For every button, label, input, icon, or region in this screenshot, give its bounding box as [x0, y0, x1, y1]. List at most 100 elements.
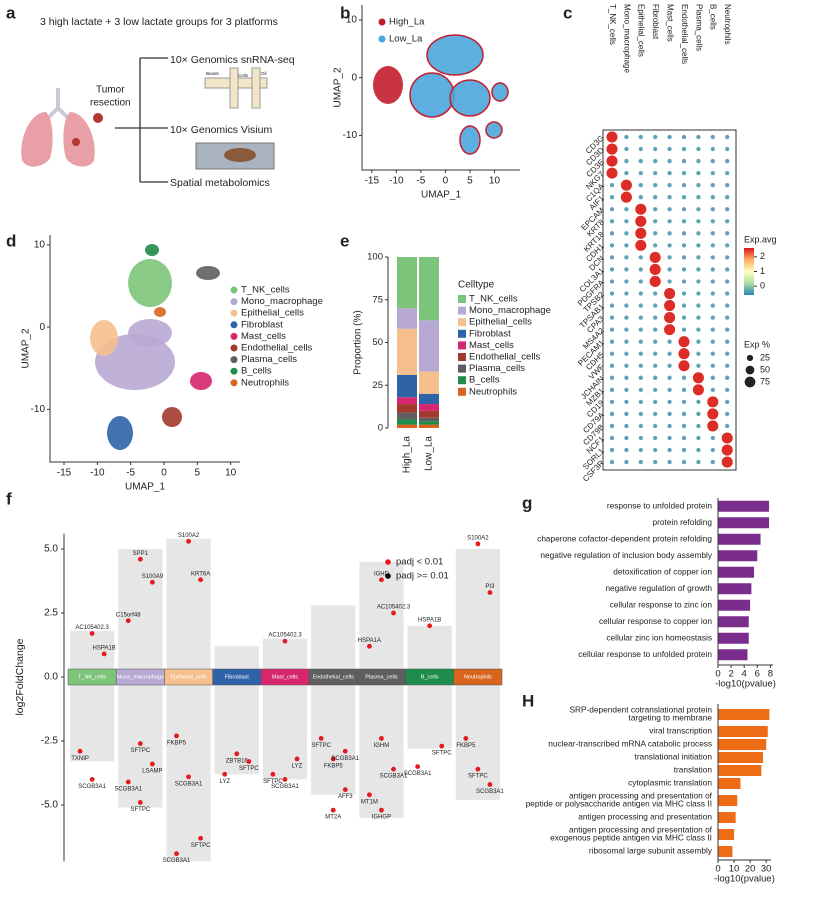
- legend-label: B_cells: [241, 366, 272, 377]
- expression-dot: [696, 351, 701, 356]
- expression-dot: [638, 158, 643, 164]
- y-tick-label: 0: [351, 72, 357, 83]
- expression-dot: [710, 207, 715, 212]
- expression-dot: [653, 411, 658, 417]
- legend-label: B_cells: [469, 375, 500, 386]
- expression-dot: [667, 459, 672, 465]
- expression-dot: [667, 134, 672, 140]
- expression-dot: [667, 351, 672, 356]
- expression-dot: [696, 411, 701, 417]
- expression-dot: [609, 183, 615, 188]
- gene-label: FKBP5: [167, 740, 187, 746]
- expression-dot: [624, 375, 629, 380]
- step-label: Tumor: [96, 85, 125, 96]
- expression-dot: [664, 312, 676, 324]
- expression-dot: [638, 423, 643, 429]
- bar: [718, 599, 751, 611]
- bar-segment: [397, 404, 417, 413]
- x-tick-label: 2: [728, 669, 733, 680]
- gene-label: AC105402.3: [377, 605, 411, 611]
- expression-dot: [624, 255, 629, 260]
- expression-dot: [624, 207, 629, 212]
- cell-cloud: [491, 82, 509, 102]
- expression-dot: [624, 219, 629, 224]
- category-label: B_cells: [421, 674, 439, 680]
- gene-point: [246, 759, 252, 764]
- expression-dot: [681, 399, 687, 405]
- legend-swatch: [230, 309, 238, 317]
- legend-swatch: [458, 295, 466, 303]
- platform: Spatial metabolomics: [170, 177, 270, 189]
- term-label: cellular response to zinc ion: [610, 599, 713, 609]
- bar: [718, 533, 761, 545]
- range-down: [166, 685, 211, 862]
- expression-dot: [725, 351, 730, 356]
- expression-dot: [710, 447, 715, 453]
- panel-label: c: [563, 3, 572, 22]
- expression-dot: [681, 423, 687, 429]
- expression-dot: [638, 303, 643, 308]
- gene-label: SCGB3A1: [331, 756, 359, 762]
- range-down: [70, 685, 115, 762]
- expression-dot: [653, 183, 658, 188]
- expression-dot: [681, 327, 687, 332]
- expression-dot: [681, 459, 687, 465]
- legend-swatch: [458, 376, 466, 385]
- x-tick-label: 4: [742, 669, 747, 680]
- bar: [718, 517, 770, 529]
- expression-dot: [725, 279, 730, 284]
- expression-dot: [624, 303, 629, 308]
- bar-segment: [397, 308, 417, 329]
- expression-dot: [638, 279, 643, 284]
- expression-dot: [710, 435, 715, 441]
- category-label: Endothelial_cells: [313, 674, 355, 680]
- expression-dot: [653, 146, 658, 152]
- gene-point: [125, 618, 131, 624]
- expression-dot: [624, 291, 629, 296]
- expression-dot: [710, 291, 715, 296]
- gene-point: [186, 538, 191, 544]
- gene-label: AFF3: [338, 794, 353, 800]
- workflow-title: 3 high lactate + 3 low lactate groups fo…: [40, 16, 278, 28]
- gene-label: AC105402.3: [75, 625, 109, 631]
- x-tick-label: 0: [161, 468, 167, 479]
- group-label: Mast_cells: [665, 4, 674, 42]
- expression-dot: [681, 255, 687, 260]
- expression-dot: [681, 219, 687, 224]
- expression-dot: [696, 243, 701, 248]
- x-tick-label: 8: [768, 669, 773, 680]
- bar-segment: [419, 393, 439, 405]
- expression-dot: [681, 387, 687, 392]
- cell-cloud: [128, 259, 172, 307]
- expression-dot: [606, 131, 618, 143]
- term-label: antigen processing and presentation of: [569, 791, 713, 801]
- expression-dot: [606, 167, 618, 179]
- expression-dot: [653, 399, 658, 405]
- legend-label: Neutrophils: [469, 386, 517, 397]
- gene-point: [198, 835, 204, 841]
- x-axis-label: UMAP_1: [421, 190, 461, 201]
- expression-dot: [638, 291, 643, 296]
- gene-label: SCGB3A1: [476, 789, 504, 795]
- expression-dot: [696, 183, 701, 188]
- expression-dot: [606, 155, 618, 167]
- group-label: Plasma_cells: [694, 4, 703, 51]
- expression-dot: [725, 387, 730, 392]
- bar-segment: [419, 421, 439, 425]
- gene-point: [174, 733, 179, 739]
- expression-dot: [635, 239, 647, 251]
- legend-swatch: [385, 559, 391, 565]
- gene-label: SFTPC: [130, 748, 150, 754]
- range-down: [118, 685, 163, 808]
- range-down: [359, 685, 404, 818]
- expression-dot: [725, 411, 730, 417]
- x-tick-label: 10: [489, 176, 501, 187]
- gene-label: SFTPC: [468, 774, 488, 780]
- y-tick-label: 2.5: [44, 608, 58, 619]
- expression-dot: [667, 411, 672, 417]
- expression-dot: [624, 351, 629, 356]
- expression-dot: [653, 303, 658, 308]
- expression-dot: [638, 447, 643, 453]
- legend-label: Plasma_cells: [241, 354, 297, 365]
- bar: [718, 778, 741, 789]
